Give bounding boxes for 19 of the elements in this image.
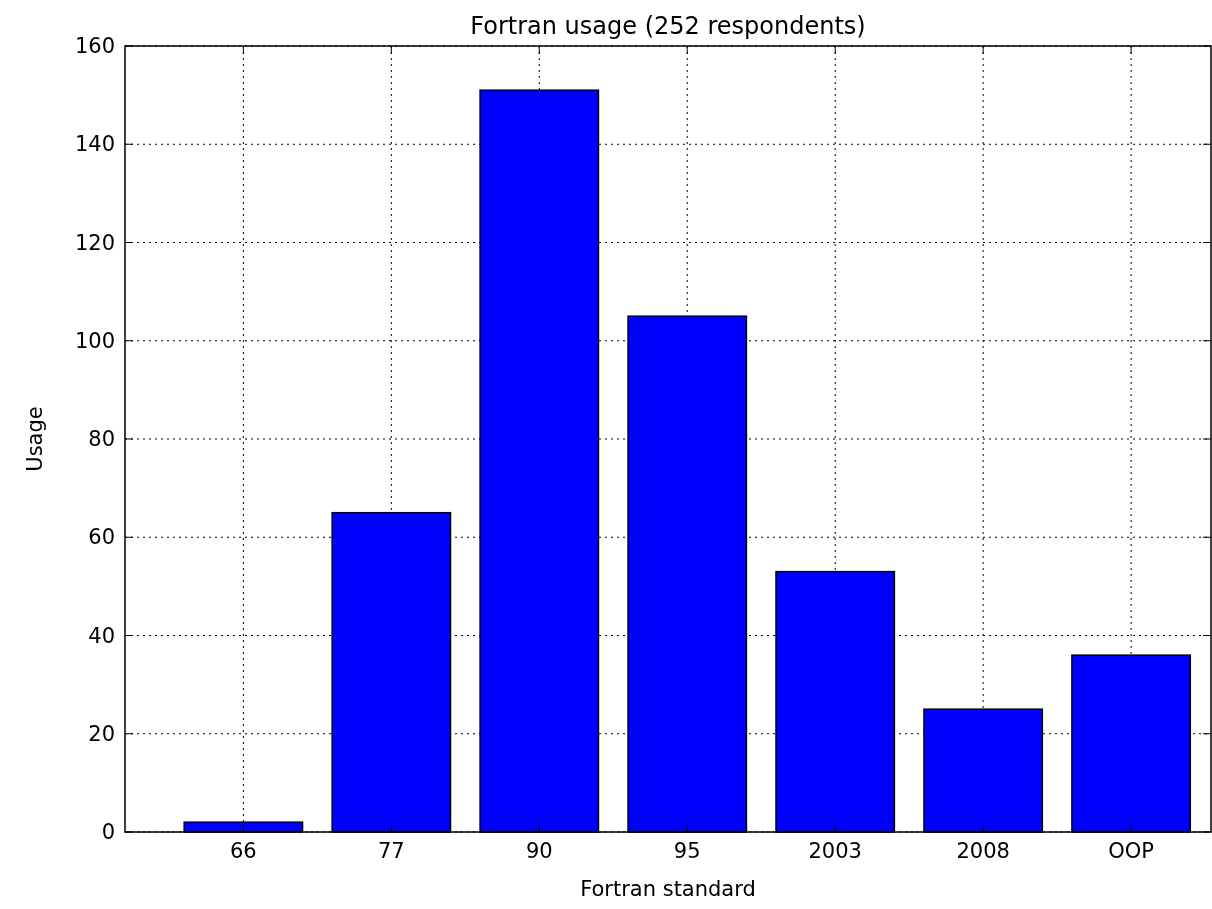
x-tick-label: 2008	[956, 839, 1010, 863]
x-tick-label: 66	[230, 839, 257, 863]
x-tick-label: 95	[673, 839, 701, 863]
y-tick-label: 20	[88, 721, 115, 746]
y-tick-label: 100	[74, 328, 115, 353]
x-tick-label: OOP	[1108, 839, 1154, 863]
y-tick-label: 80	[88, 427, 115, 451]
x-axis-title: Fortran standard	[580, 877, 756, 901]
x-tick-label: 77	[377, 839, 405, 863]
y-axis-title: Usage	[23, 406, 47, 472]
y-tick-label: 140	[74, 132, 115, 157]
y-tick-label: 120	[74, 230, 115, 255]
x-tick-label: 90	[525, 839, 553, 863]
x-tick-label: 2003	[808, 839, 862, 863]
chart-title: Fortran usage (252 respondents)	[470, 12, 866, 40]
y-tick-label: 40	[88, 623, 115, 648]
y-tick-label: 160	[74, 34, 115, 58]
y-tick-label: 60	[88, 525, 115, 550]
y-tick-label: 0	[101, 820, 115, 844]
